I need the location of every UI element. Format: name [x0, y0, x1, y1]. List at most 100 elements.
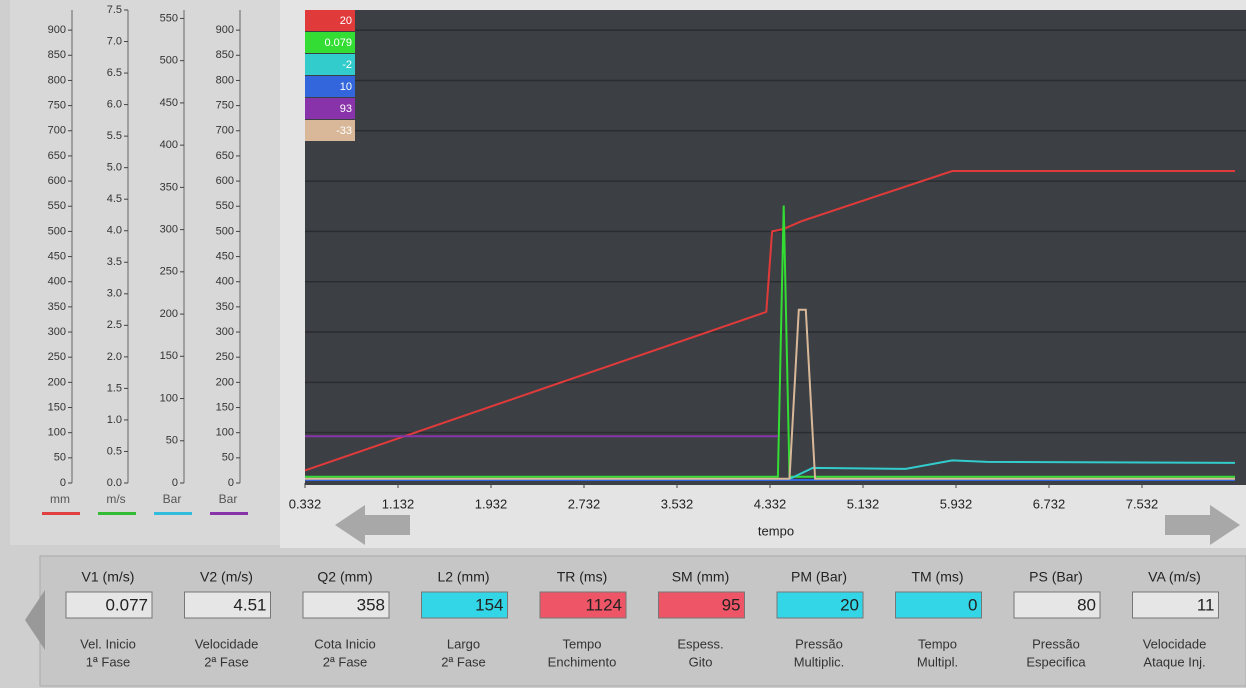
plot-area	[305, 10, 1246, 485]
field-value: 0	[968, 595, 977, 614]
axis-unit: mm	[50, 492, 70, 506]
y-tick-label: 1.5	[107, 382, 122, 394]
y-tick-label: 350	[216, 301, 234, 313]
y-tick-label: 600	[48, 175, 66, 187]
y-tick-label: 350	[48, 301, 66, 313]
y-tick-label: 300	[48, 326, 66, 338]
field-value: 20	[840, 595, 859, 614]
field-value: 11	[1197, 595, 1215, 614]
y-tick-label: 150	[216, 401, 234, 413]
y-tick-label: 450	[48, 250, 66, 262]
y-tick-label: 0	[60, 477, 66, 489]
y-tick-label: 100	[216, 427, 234, 439]
readout-value: 10	[340, 81, 352, 93]
x-tick-label: 1.932	[475, 496, 508, 511]
y-tick-label: 5.0	[107, 162, 122, 174]
field-desc: Velocidade	[1143, 636, 1207, 651]
axis-color-bar	[42, 512, 80, 515]
y-tick-label: 250	[48, 351, 66, 363]
field-desc: Especifica	[1026, 654, 1086, 669]
y-tick-label: 200	[216, 376, 234, 388]
field-label: Q2 (mm)	[317, 569, 372, 585]
field-desc: Cota Inicio	[314, 636, 375, 651]
field-desc: 1ª Fase	[86, 654, 131, 669]
field-desc: Largo	[447, 636, 480, 651]
field-desc: Tempo	[562, 636, 601, 651]
x-axis-label: tempo	[758, 523, 794, 538]
field-label: TR (ms)	[557, 569, 608, 585]
field-value: 80	[1077, 595, 1096, 614]
y-tick-label: 5.5	[107, 130, 122, 142]
y-tick-label: 0	[172, 477, 178, 489]
y-tick-label: 850	[216, 49, 234, 61]
field-label: V1 (m/s)	[82, 569, 135, 585]
y-tick-label: 4.5	[107, 193, 122, 205]
axis-unit: m/s	[106, 492, 125, 506]
y-tick-label: 350	[160, 181, 178, 193]
field-value: 95	[722, 595, 741, 614]
y-tick-label: 100	[48, 427, 66, 439]
field-label: TM (ms)	[911, 569, 963, 585]
y-tick-label: 400	[160, 139, 178, 151]
y-tick-label: 550	[48, 200, 66, 212]
y-tick-label: 0.0	[107, 477, 122, 489]
y-tick-label: 3.5	[107, 256, 122, 268]
field-desc: Gito	[689, 654, 713, 669]
y-tick-label: 50	[54, 452, 66, 464]
field-label: PM (Bar)	[791, 569, 847, 585]
y-tick-label: 450	[216, 250, 234, 262]
field-value: 4.51	[233, 595, 266, 614]
field-desc: 2ª Fase	[441, 654, 486, 669]
y-tick-label: 400	[48, 276, 66, 288]
field-desc: Espess.	[677, 636, 723, 651]
field-label: SM (mm)	[672, 569, 730, 585]
field-desc: Ataque Inj.	[1143, 654, 1205, 669]
y-tick-label: 300	[216, 326, 234, 338]
y-tick-label: 450	[160, 97, 178, 109]
y-tick-label: 650	[216, 150, 234, 162]
field-label: VA (m/s)	[1148, 569, 1201, 585]
x-tick-label: 2.732	[568, 496, 601, 511]
x-tick-label: 4.332	[754, 496, 787, 511]
y-tick-label: 200	[160, 308, 178, 320]
axis-color-bar	[98, 512, 136, 515]
y-tick-label: 900	[216, 24, 234, 36]
y-tick-label: 850	[48, 49, 66, 61]
y-tick-label: 900	[48, 24, 66, 36]
y-tick-label: 7.5	[107, 4, 122, 16]
y-tick-label: 750	[216, 100, 234, 112]
y-tick-label: 800	[216, 74, 234, 86]
y-tick-label: 500	[216, 225, 234, 237]
y-tick-label: 750	[48, 100, 66, 112]
field-value: 1124	[585, 595, 622, 614]
y-tick-label: 500	[160, 55, 178, 67]
field-label: L2 (mm)	[437, 569, 489, 585]
field-desc: Pressão	[1032, 636, 1080, 651]
field-desc: Multipl.	[917, 654, 958, 669]
axis-unit: Bar	[219, 492, 238, 506]
y-tick-label: 50	[222, 452, 234, 464]
field-label: V2 (m/s)	[200, 569, 253, 585]
y-tick-label: 7.0	[107, 35, 122, 47]
y-tick-label: 4.0	[107, 225, 122, 237]
y-tick-label: 1.0	[107, 414, 122, 426]
y-tick-label: 300	[160, 224, 178, 236]
x-tick-label: 5.932	[940, 496, 973, 511]
y-tick-label: 550	[160, 12, 178, 24]
axis-color-bar	[154, 512, 192, 515]
y-tick-label: 0	[228, 477, 234, 489]
y-tick-label: 2.5	[107, 319, 122, 331]
field-desc: 2ª Fase	[323, 654, 368, 669]
y-tick-label: 400	[216, 276, 234, 288]
axis-color-bar	[210, 512, 248, 515]
y-tick-label: 800	[48, 74, 66, 86]
x-tick-label: 0.332	[289, 496, 322, 511]
y-tick-label: 550	[216, 200, 234, 212]
field-desc: Velocidade	[195, 636, 259, 651]
y-tick-label: 100	[160, 392, 178, 404]
field-desc: 2ª Fase	[204, 654, 249, 669]
field-value: 154	[475, 595, 503, 614]
y-tick-label: 650	[48, 150, 66, 162]
y-tick-label: 150	[48, 401, 66, 413]
y-tick-label: 6.5	[107, 67, 122, 79]
